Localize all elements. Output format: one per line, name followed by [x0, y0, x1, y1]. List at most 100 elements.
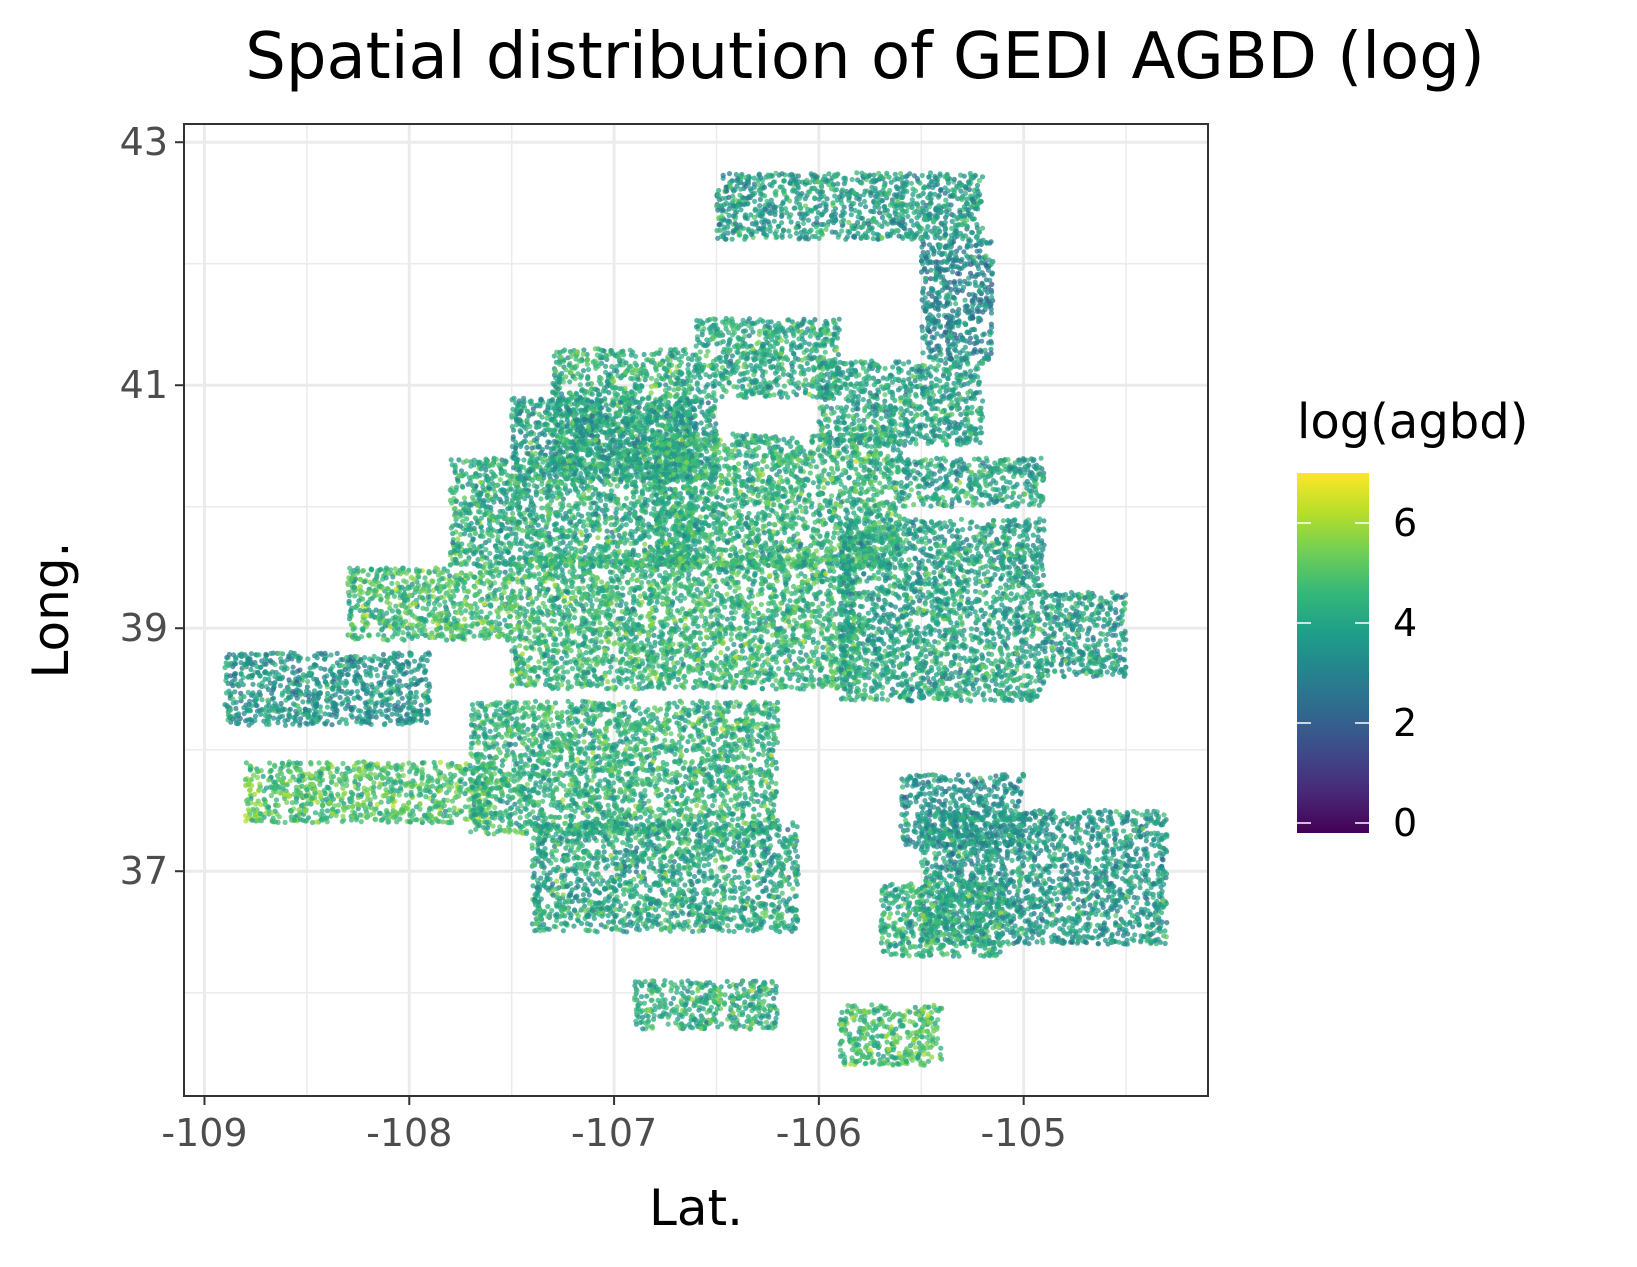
data-point [542, 428, 547, 433]
data-point [888, 404, 893, 409]
data-point [935, 290, 940, 295]
data-point [975, 206, 980, 211]
data-point [849, 207, 854, 212]
data-point [976, 238, 981, 243]
data-point [559, 430, 564, 435]
data-point [853, 359, 858, 364]
data-point [900, 202, 905, 207]
data-point [632, 385, 637, 390]
data-point [978, 430, 983, 435]
data-point [978, 418, 983, 423]
data-point [563, 374, 568, 379]
data-point [750, 321, 755, 326]
data-point [571, 413, 576, 418]
data-point [608, 443, 613, 448]
data-point [530, 445, 535, 450]
data-point [903, 439, 908, 444]
data-point [925, 441, 930, 446]
data-point [811, 384, 816, 389]
data-point [917, 181, 922, 186]
data-point [901, 225, 906, 230]
data-point [796, 336, 801, 341]
data-point [875, 232, 880, 237]
data-point [752, 185, 757, 190]
data-point [766, 353, 771, 358]
data-point [597, 378, 602, 383]
data-point [900, 209, 905, 214]
data-point [905, 424, 910, 429]
data-point [871, 418, 876, 423]
data-point [616, 422, 621, 427]
data-point [722, 225, 727, 230]
data-point [896, 377, 901, 382]
data-point [779, 212, 784, 217]
data-point [897, 177, 902, 182]
data-point [958, 412, 963, 417]
data-point [619, 349, 624, 354]
data-point [654, 378, 659, 383]
data-point [962, 298, 967, 303]
data-point [720, 207, 725, 212]
data-point [704, 353, 709, 358]
data-point [730, 237, 735, 242]
data-point [641, 362, 646, 367]
data-point [575, 402, 580, 407]
data-point [905, 214, 910, 219]
data-point [869, 424, 874, 429]
data-point [881, 375, 886, 380]
data-point [539, 415, 544, 420]
data-point [774, 189, 779, 194]
data-point [821, 425, 826, 430]
data-point [893, 359, 898, 364]
data-point [939, 409, 944, 414]
data-point [820, 212, 825, 217]
data-point [949, 202, 954, 207]
data-point [837, 317, 842, 322]
data-point [736, 335, 741, 340]
data-point [958, 442, 963, 447]
data-point [989, 330, 994, 335]
data-point [890, 228, 895, 233]
data-point [616, 355, 621, 360]
data-point [904, 232, 909, 237]
data-point [923, 232, 928, 237]
data-point [803, 377, 808, 382]
data-point [805, 361, 810, 366]
data-point [970, 303, 975, 308]
data-point [668, 358, 673, 363]
data-point [900, 185, 905, 190]
data-point [833, 218, 838, 223]
data-point [859, 381, 864, 386]
data-point [544, 422, 549, 427]
data-point [721, 374, 726, 379]
data-point [811, 365, 816, 370]
data-point [603, 364, 608, 369]
data-point [553, 369, 558, 374]
data-point [740, 393, 745, 398]
data-point [643, 377, 648, 382]
data-point [644, 371, 649, 376]
data-point [730, 353, 735, 358]
data-point [921, 286, 926, 291]
data-point [587, 418, 592, 423]
data-point [951, 362, 956, 367]
data-point [695, 382, 700, 387]
data-point [863, 204, 868, 209]
data-point [551, 446, 556, 451]
data-point [950, 269, 955, 274]
data-point [629, 353, 634, 358]
data-point [737, 193, 742, 198]
data-point [975, 189, 980, 194]
data-point [850, 398, 855, 403]
data-point [853, 369, 858, 374]
data-point [654, 364, 659, 369]
data-point [619, 386, 624, 391]
data-point [544, 444, 549, 449]
data-point [955, 339, 960, 344]
data-point [737, 379, 742, 384]
data-point [840, 187, 845, 192]
data-point [856, 214, 861, 219]
data-point [550, 397, 555, 402]
data-point [726, 221, 731, 226]
data-point [925, 417, 930, 422]
